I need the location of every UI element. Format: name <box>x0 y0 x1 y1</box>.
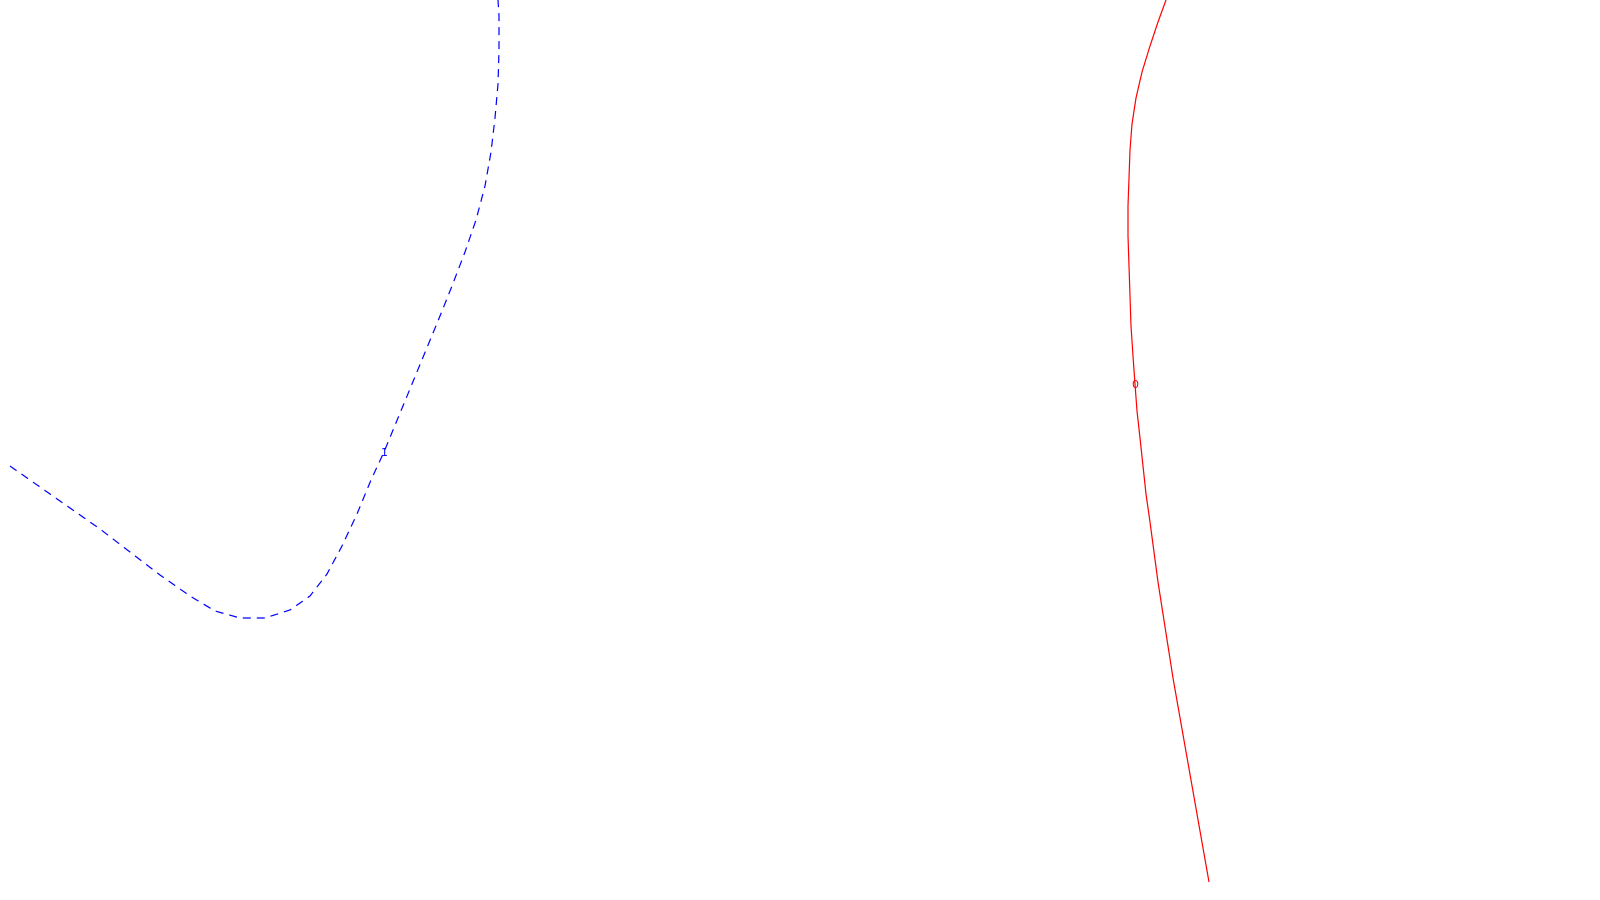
contour-labels: 01 <box>381 378 1139 459</box>
contour-label-0: 0 <box>1132 378 1139 391</box>
contour-line-0 <box>1127 0 1210 883</box>
contour-label-1: 1 <box>381 446 388 459</box>
contour-lines <box>9 0 1210 883</box>
contour-line-1 <box>9 0 500 619</box>
